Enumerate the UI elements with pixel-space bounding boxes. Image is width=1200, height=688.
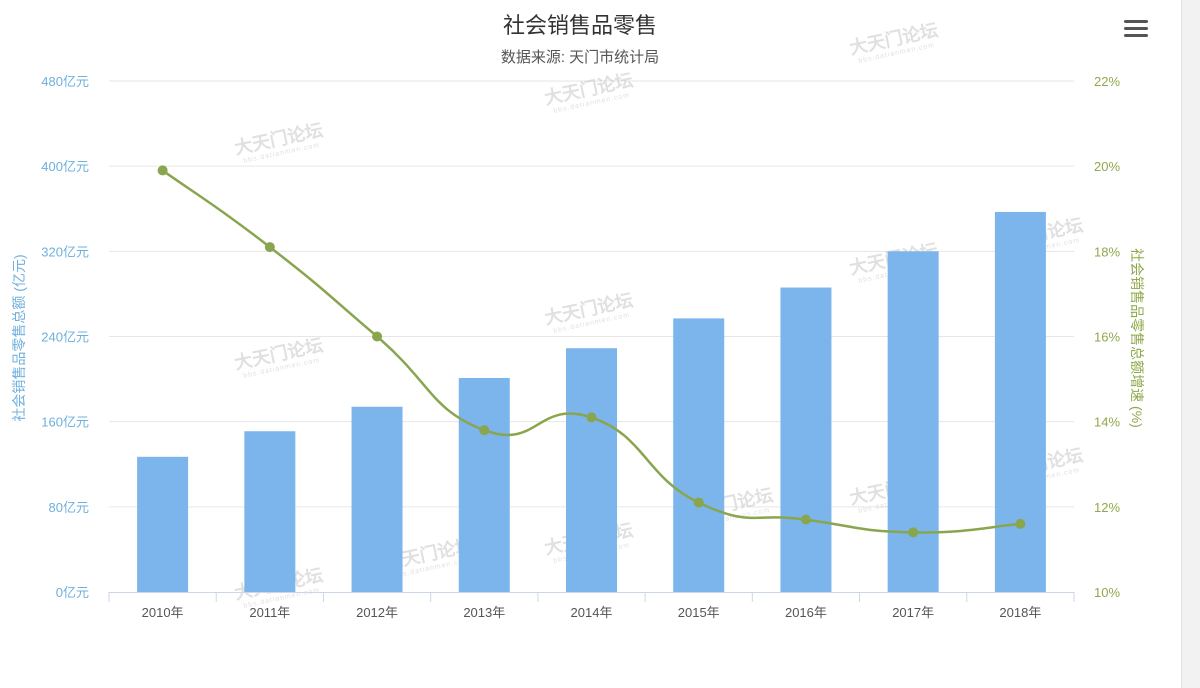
chart-title: 社会销售品零售	[502, 13, 657, 38]
left-tick-label: 480亿元	[41, 74, 89, 89]
x-tick-label: 2015年	[678, 605, 720, 620]
right-tick-label: 12%	[1094, 500, 1120, 515]
line-point-2011年[interactable]	[264, 242, 275, 253]
scrollbar-track[interactable]	[1181, 0, 1200, 688]
line-point-2014年[interactable]	[586, 412, 597, 423]
right-tick-label: 18%	[1094, 244, 1120, 259]
right-axis-ticks: 10% 12% 14% 16% 18% 20% 22%	[1094, 74, 1120, 600]
line-point-2017年[interactable]	[908, 527, 919, 538]
line-point-2013年[interactable]	[479, 425, 490, 436]
chart-subtitle: 数据来源: 天门市统计局	[500, 49, 660, 66]
left-axis-label: 社会销售品零售总额 (亿元)	[11, 254, 27, 421]
line-point-2015年[interactable]	[693, 497, 704, 508]
right-tick-label: 10%	[1094, 585, 1120, 600]
x-tick-label: 2012年	[356, 605, 398, 620]
x-tick-label: 2017年	[892, 605, 934, 620]
bar-2017年[interactable]	[887, 251, 939, 593]
x-tick-label: 2014年	[571, 605, 613, 620]
line-series	[157, 165, 1026, 538]
line-point-2012年[interactable]	[372, 331, 383, 342]
left-tick-label: 400亿元	[41, 159, 89, 174]
x-tick-label: 2018年	[999, 605, 1041, 620]
x-tick-label: 2013年	[463, 605, 505, 620]
right-tick-label: 20%	[1094, 159, 1120, 174]
bar-2015年[interactable]	[673, 318, 725, 592]
left-axis-ticks: 0亿元 80亿元 160亿元 240亿元 320亿元 400亿元 480亿元	[41, 74, 89, 600]
left-tick-label: 160亿元	[41, 415, 89, 430]
bar-2018年[interactable]	[994, 211, 1046, 592]
x-tick-label: 2010年	[142, 605, 184, 620]
bar-2014年[interactable]	[566, 348, 617, 592]
growth-rate-line	[161, 169, 1021, 534]
x-tick-label: 2011年	[249, 605, 290, 620]
right-tick-label: 22%	[1094, 74, 1120, 89]
bar-2013年[interactable]	[458, 378, 510, 592]
x-tick-label: 2016年	[785, 605, 827, 620]
right-axis-label: 社会销售品零售总额增速 (%)	[1129, 248, 1145, 428]
left-tick-label: 0亿元	[56, 585, 89, 600]
bar-2012年[interactable]	[351, 406, 403, 592]
bar-2011年[interactable]	[244, 431, 296, 592]
right-tick-label: 14%	[1094, 415, 1120, 430]
bar-2016年[interactable]	[780, 287, 832, 592]
line-point-2016年[interactable]	[800, 514, 811, 525]
left-tick-label: 80亿元	[49, 500, 89, 515]
line-point-2018年[interactable]	[1015, 518, 1026, 529]
left-tick-label: 320亿元	[41, 244, 89, 259]
left-tick-label: 240亿元	[41, 330, 89, 345]
right-tick-label: 16%	[1094, 330, 1120, 345]
x-axis	[108, 592, 1075, 602]
hamburger-menu-icon[interactable]	[1124, 20, 1148, 40]
bar-2010年[interactable]	[137, 456, 189, 592]
line-point-2010年[interactable]	[157, 165, 168, 176]
bar-series	[137, 211, 1046, 593]
x-axis-ticks: 2010年 2011年 2012年 2013年 2014年 2015年 2016年 2017年…	[142, 605, 1042, 620]
